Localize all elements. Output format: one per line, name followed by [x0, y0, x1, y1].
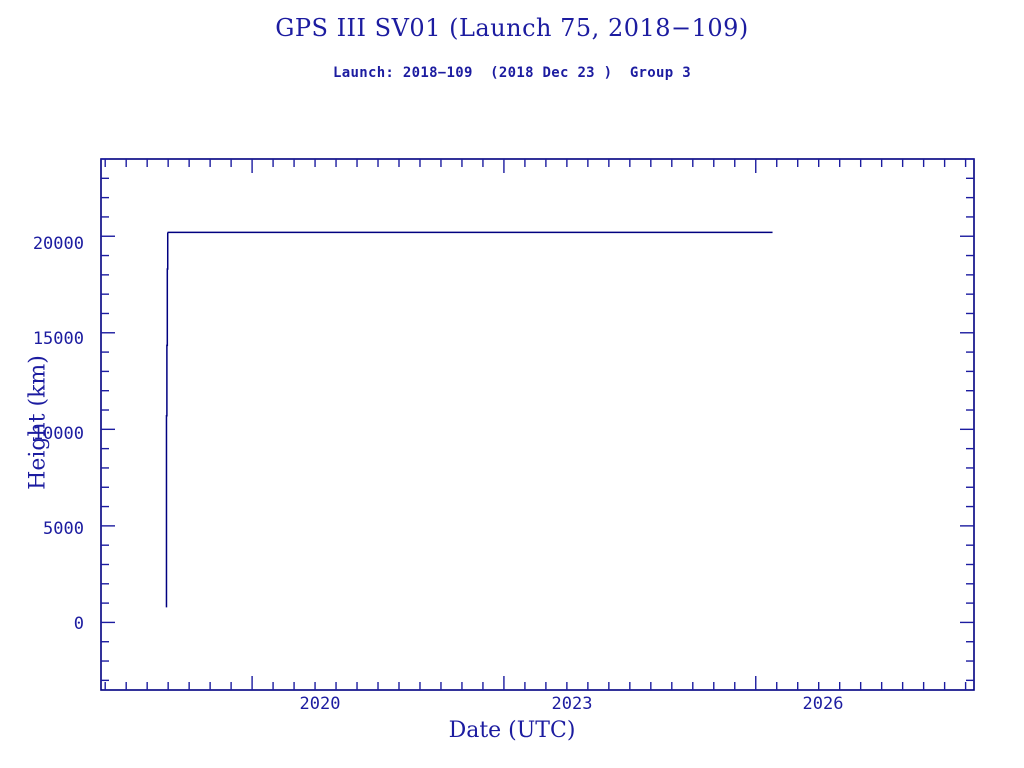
- y-tick-label-5000: 5000: [43, 519, 84, 539]
- y-tick-label-20000: 20000: [32, 234, 84, 254]
- y-tick-label-10000: 10000: [32, 424, 84, 444]
- plot-border: [100, 158, 975, 691]
- y-tick-label-15000: 15000: [32, 329, 84, 349]
- y-tick-label-0: 0: [73, 614, 84, 634]
- data-series-group: [165, 231, 773, 608]
- x-tick-label-2020: 2020: [299, 694, 341, 714]
- chart-subtitle: Launch: 2018−109 (2018 Dec 23 ) Group 3: [333, 65, 691, 81]
- x-axis-title: Date (UTC): [448, 718, 576, 743]
- plot-frame: [100, 158, 975, 691]
- height-series-line: [165, 231, 773, 608]
- chart-title: GPS III SV01 (Launch 75, 2018−109): [275, 14, 749, 42]
- axis-ticks: [101, 158, 974, 690]
- x-tick-label-2026: 2026: [802, 694, 844, 714]
- x-tick-label-2023: 2023: [551, 694, 593, 714]
